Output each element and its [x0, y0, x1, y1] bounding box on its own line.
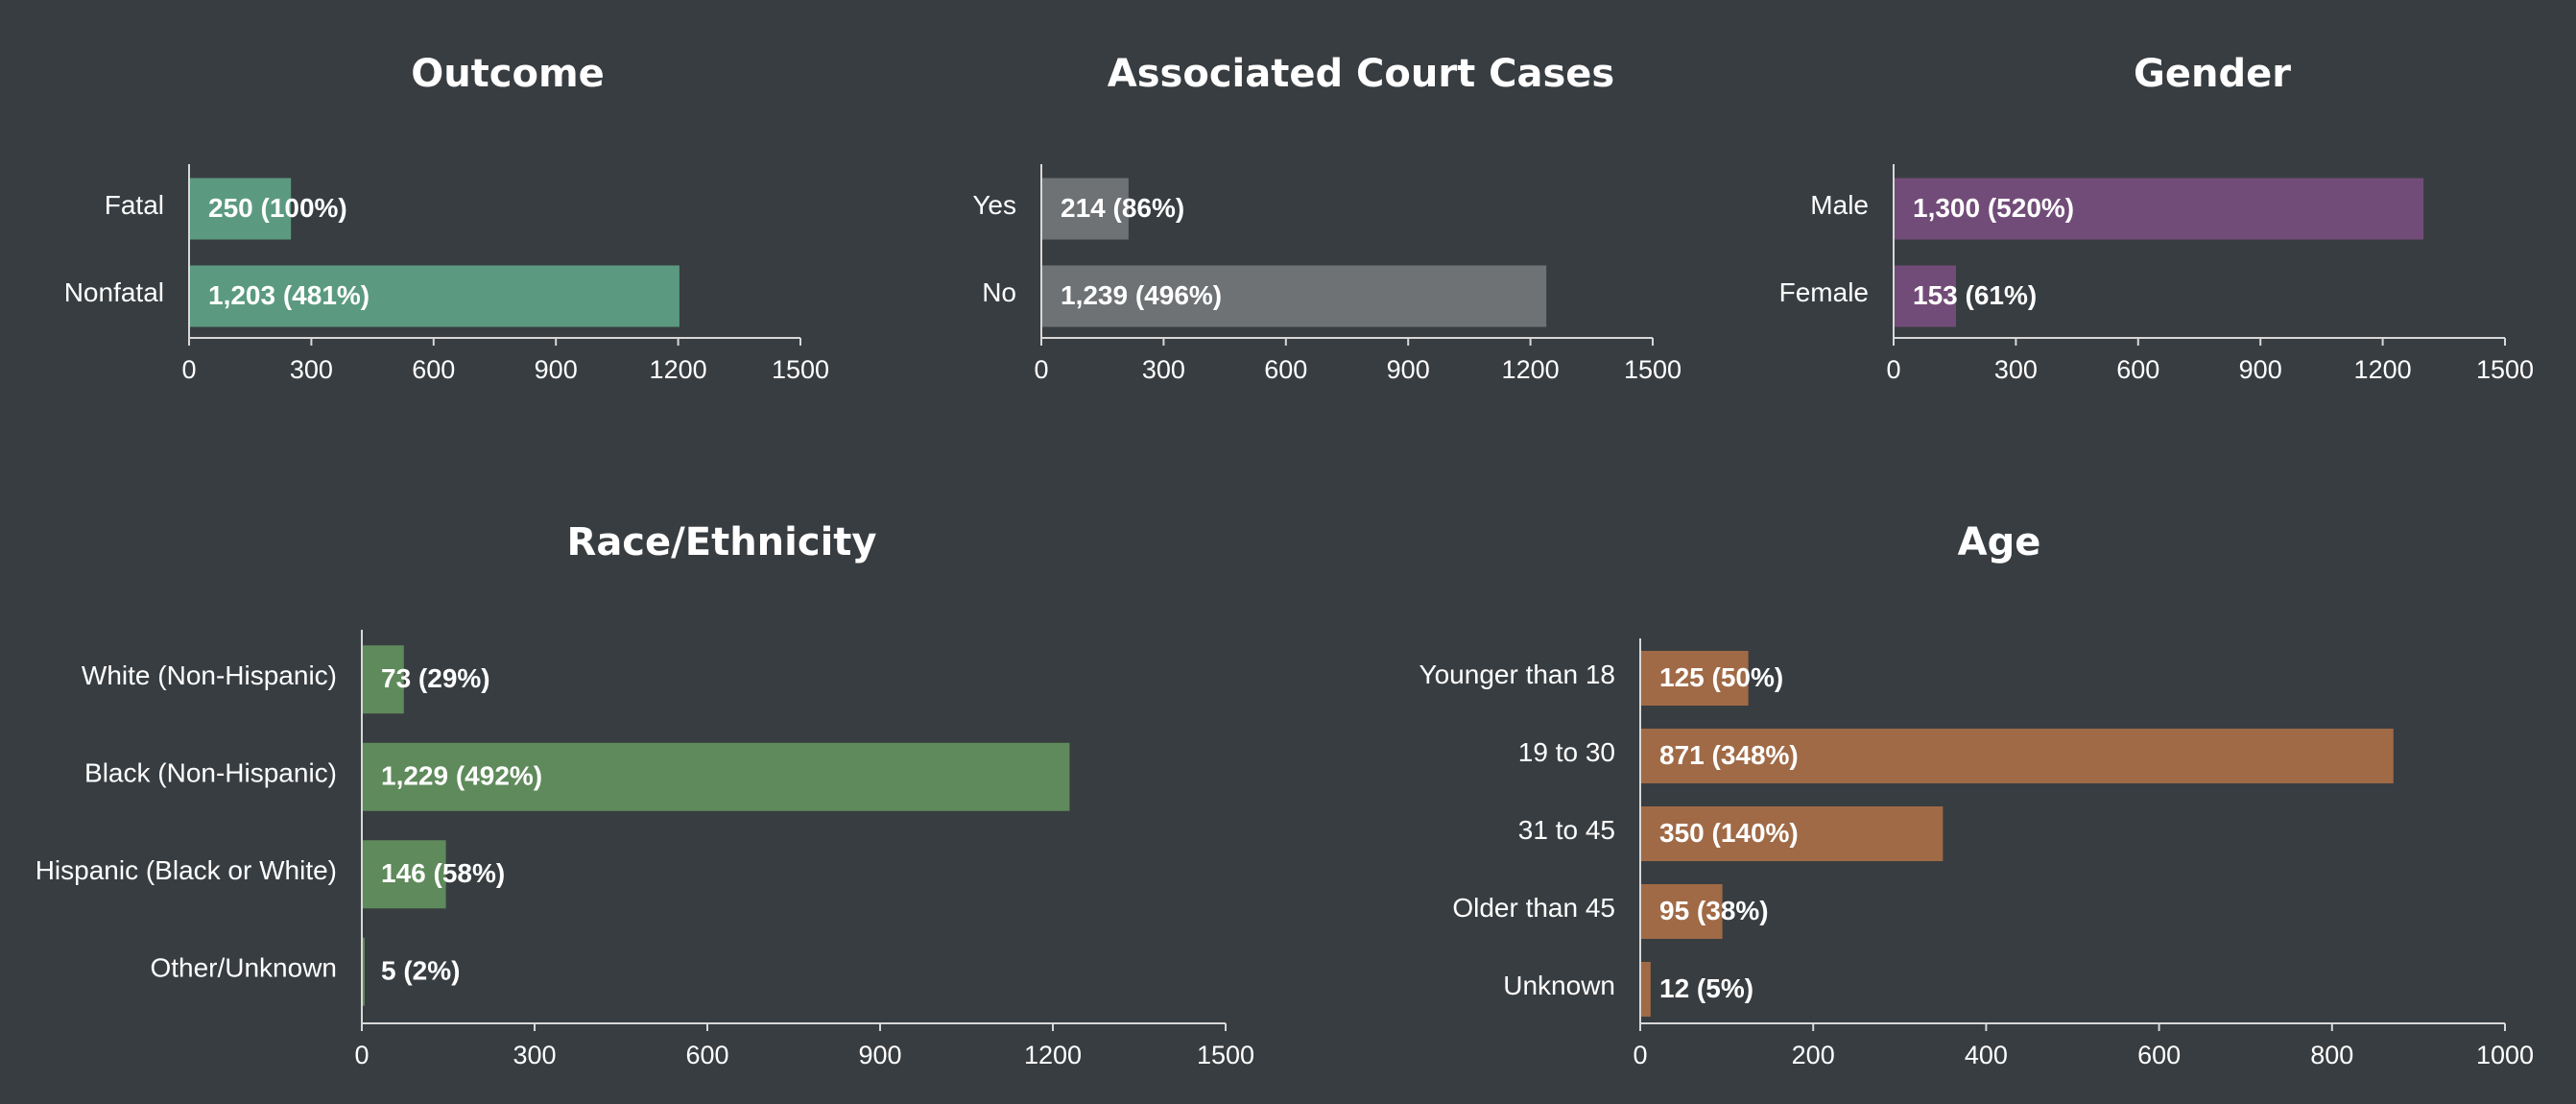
bar-4 — [1640, 962, 1651, 1017]
x-tick-label: 600 — [685, 1041, 728, 1069]
category-label: Yes — [972, 190, 1016, 220]
x-tick-label: 0 — [1034, 355, 1048, 384]
category-label: Black (Non-Hispanic) — [84, 758, 337, 788]
x-tick-label: 600 — [2137, 1041, 2181, 1069]
data-label: 12 (5%) — [1659, 973, 1753, 1003]
bar-2 — [1640, 806, 1944, 861]
x-tick-label: 1200 — [1502, 355, 1560, 384]
category-label: Fatal — [105, 190, 164, 220]
data-label: 214 (86%) — [1061, 193, 1184, 223]
bar-1 — [1894, 265, 1956, 327]
bar-3 — [1640, 884, 1723, 939]
data-label: 153 (61%) — [1913, 280, 2037, 310]
bar-0 — [1640, 651, 1749, 706]
data-label: 871 (348%) — [1659, 740, 1799, 770]
bar-1 — [362, 742, 1070, 811]
x-tick-label: 1500 — [1197, 1041, 1254, 1069]
category-label: Younger than 18 — [1419, 660, 1616, 689]
x-tick-label: 1500 — [2476, 355, 2534, 384]
bar-1 — [1041, 265, 1547, 327]
chart-title: Race/Ethnicity — [567, 520, 877, 564]
x-tick-label: 800 — [2310, 1041, 2353, 1069]
x-tick-label: 400 — [1965, 1041, 2008, 1069]
court-cases-chart: Associated Court Cases Yes 214 (86%) No 1,23… — [972, 52, 1682, 384]
category-label: Nonfatal — [64, 277, 164, 307]
bar-0 — [1041, 178, 1129, 240]
category-label: Other/Unknown — [150, 953, 337, 983]
x-tick-label: 300 — [1994, 355, 2038, 384]
category-label: White (Non-Hispanic) — [82, 660, 337, 690]
x-tick-label: 1500 — [1624, 355, 1682, 384]
x-tick-label: 300 — [1142, 355, 1185, 384]
data-label: 95 (38%) — [1659, 896, 1769, 925]
chart-title: Associated Court Cases — [1108, 52, 1614, 96]
bar-2 — [362, 840, 446, 909]
data-label: 250 (100%) — [208, 193, 347, 223]
x-tick-label: 300 — [513, 1041, 556, 1069]
data-label: 350 (140%) — [1659, 818, 1799, 848]
x-tick-label: 600 — [412, 355, 455, 384]
x-tick-label: 0 — [181, 355, 196, 384]
bar-0 — [1894, 178, 2424, 240]
bar-0 — [189, 178, 292, 240]
outcome-chart: Outcome Fatal 250 (100%) Nonfatal 1,203 (481… — [64, 52, 829, 384]
bar-0 — [362, 645, 404, 714]
category-label: Unknown — [1503, 971, 1615, 1000]
x-tick-label: 600 — [1264, 355, 1307, 384]
bar-1 — [1640, 729, 2394, 783]
x-tick-label: 200 — [1792, 1041, 1835, 1069]
data-label: 125 (50%) — [1659, 662, 1783, 692]
x-tick-label: 1500 — [772, 355, 829, 384]
x-tick-label: 1200 — [2354, 355, 2412, 384]
category-label: 31 to 45 — [1518, 815, 1615, 845]
category-label: Older than 45 — [1452, 893, 1615, 923]
x-tick-label: 0 — [1633, 1041, 1647, 1069]
category-label: Male — [1810, 190, 1869, 220]
category-label: No — [982, 277, 1016, 307]
data-label: 1,300 (520%) — [1913, 193, 2074, 223]
data-label: 1,239 (496%) — [1061, 280, 1222, 310]
data-label: 73 (29%) — [381, 663, 490, 693]
race-chart: Race/Ethnicity White (Non-Hispanic) 73 (29… — [36, 520, 1254, 1069]
category-label: Hispanic (Black or White) — [36, 855, 337, 885]
x-tick-label: 300 — [290, 355, 333, 384]
x-tick-label: 900 — [535, 355, 578, 384]
x-tick-label: 1000 — [2476, 1041, 2534, 1069]
category-label: Female — [1779, 277, 1869, 307]
x-tick-label: 1200 — [650, 355, 707, 384]
bar-1 — [189, 265, 680, 327]
chart-title: Age — [1958, 520, 2041, 564]
data-label: 1,203 (481%) — [208, 280, 370, 310]
chart-title: Gender — [2134, 52, 2291, 96]
x-tick-label: 900 — [1387, 355, 1430, 384]
bar-3 — [362, 937, 365, 1006]
data-label: 5 (2%) — [381, 956, 460, 986]
x-tick-label: 900 — [858, 1041, 901, 1069]
x-tick-label: 0 — [1886, 355, 1900, 384]
category-label: 19 to 30 — [1518, 737, 1615, 767]
x-tick-label: 0 — [354, 1041, 369, 1069]
data-label: 1,229 (492%) — [381, 761, 542, 791]
x-tick-label: 1200 — [1024, 1041, 1082, 1069]
data-label: 146 (58%) — [381, 858, 505, 888]
age-chart: Age Younger than 18 125 (50%) 19 to 30 871 (… — [1419, 520, 2535, 1069]
chart-title: Outcome — [411, 52, 605, 96]
gender-chart: Gender Male 1,300 (520%) Female 153 (61%) 0 30… — [1779, 52, 2534, 384]
x-tick-label: 900 — [2239, 355, 2282, 384]
x-tick-label: 600 — [2116, 355, 2159, 384]
